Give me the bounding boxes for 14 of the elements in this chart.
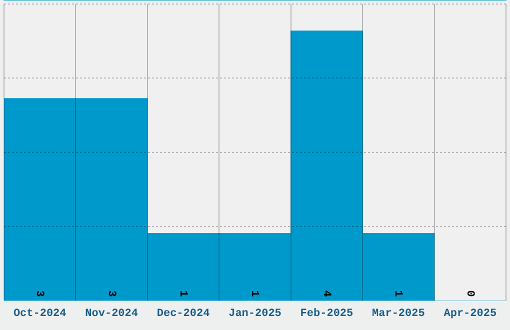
x-tick-label: Dec-2024 (156, 308, 210, 320)
x-tick-label: Mar-2025 (372, 308, 426, 320)
data-label: 3 (104, 290, 117, 298)
data-label: 1 (176, 290, 189, 298)
x-tick-label: Feb-2025 (300, 308, 354, 320)
x-tick-label: Jan-2025 (228, 308, 282, 320)
x-tick-label: Nov-2024 (85, 308, 138, 320)
x-tick-label: Apr-2025 (444, 308, 497, 320)
x-tick-label: Oct-2024 (13, 308, 67, 320)
data-label: 0 (463, 290, 476, 297)
data-label: 1 (248, 290, 260, 298)
data-label: 3 (33, 290, 46, 298)
data-label: 1 (392, 290, 404, 298)
data-label: 4 (320, 290, 332, 298)
